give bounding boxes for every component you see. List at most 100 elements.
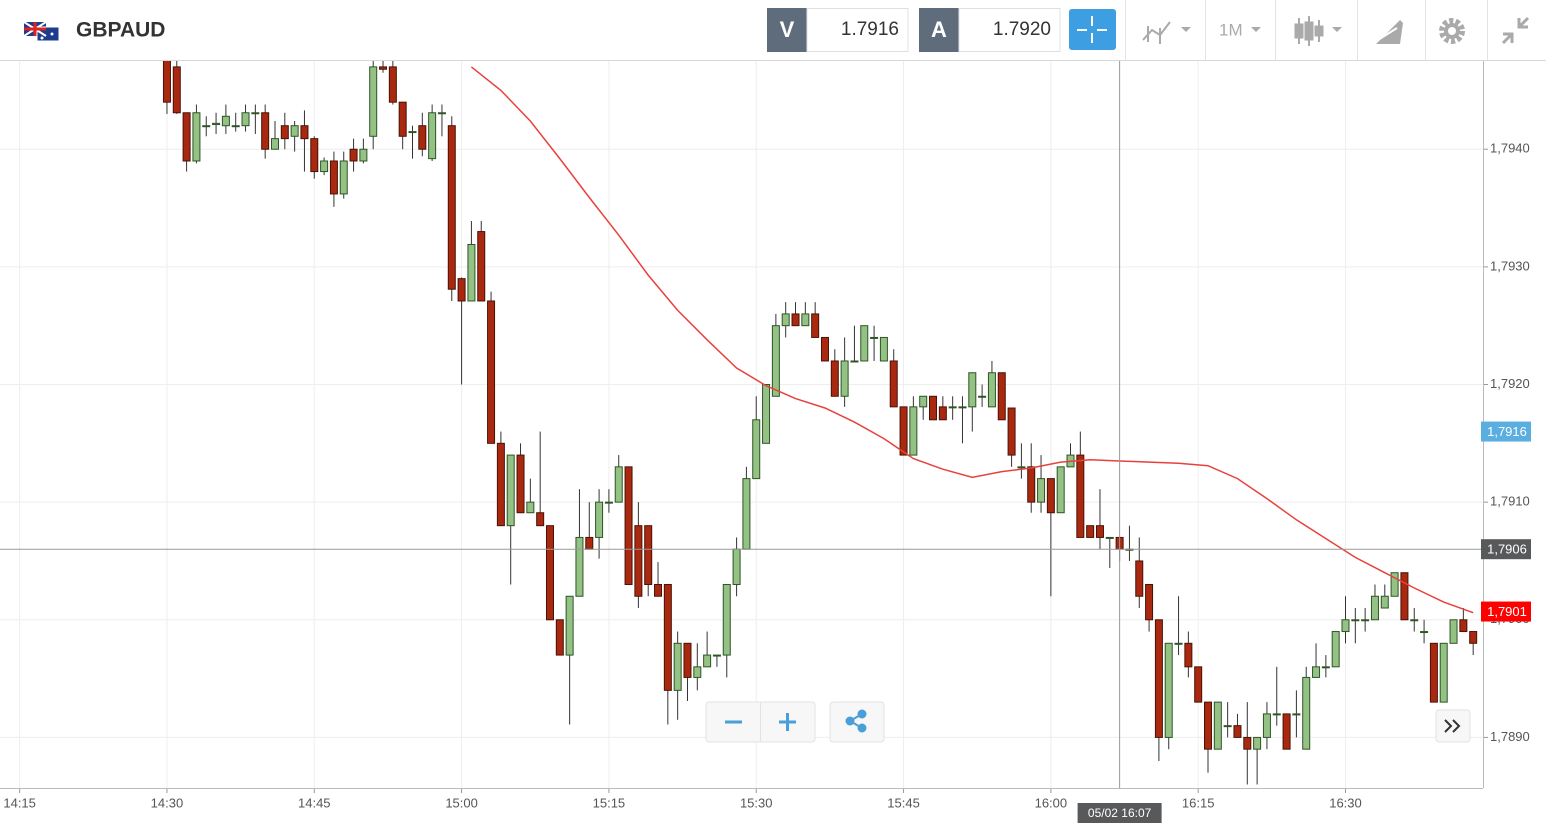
candle-body [1243,736,1252,750]
indicators-button[interactable] [1294,16,1342,46]
bid-box [806,8,909,52]
bid-button[interactable] [767,8,807,52]
price-tag-label: 1,7916 [1487,424,1527,439]
crosshair-x-tag [1077,803,1162,823]
candle-body [408,131,417,134]
candle-body [290,125,299,137]
candle-body [673,642,682,691]
candle-body [536,512,545,527]
crosshair-x-label: 05/02 16:07 [1088,806,1152,820]
candle-body [545,525,554,621]
crosshair-button[interactable] [1069,9,1116,50]
zoom-in[interactable] [779,713,796,731]
collapse-button[interactable] [1501,16,1530,45]
ask-box [958,8,1061,52]
x-tick-label: 15:15 [593,795,626,810]
candle-body [1312,666,1321,678]
candle-body [1145,583,1154,621]
y-tick-label: 1,7910 [1490,494,1530,509]
flag-icon [23,21,60,42]
candle-body [654,583,663,597]
axes: 1,78901,79001,79101,79201,79301,794014:1… [0,61,1531,823]
candle-body [1331,631,1340,668]
candle-body [1429,642,1438,703]
candle-body [820,336,829,362]
y-tick-label: 1,7940 [1490,141,1530,156]
candle-body [781,313,790,327]
candle-body [1439,642,1448,703]
candle-body [624,466,633,585]
candle-body [1076,454,1085,538]
candle-body [703,654,712,668]
candle-body [428,112,437,160]
candle-body [762,384,771,444]
candle-body [1105,536,1114,539]
candle-body [516,454,525,514]
candle-body [1449,619,1458,644]
candle-body [1194,666,1203,703]
candle-body [192,112,201,162]
candle-body [1459,619,1468,633]
candle-body [752,419,761,480]
candle-body [270,138,279,150]
candle-body [1282,713,1291,750]
candle-body [369,66,378,137]
candle-body [221,115,230,127]
bid-price: 1.7916 [841,19,899,40]
candle-body [1213,701,1222,750]
chart-type-button[interactable] [1142,21,1191,44]
ask-button[interactable] [919,8,959,52]
candle-body [997,372,1006,421]
candle-body [1056,466,1065,514]
candle-body [310,138,319,173]
share-button[interactable] [829,701,885,743]
x-tick-label: 16:30 [1329,795,1362,810]
candle-body [506,454,515,527]
candle-body [1262,713,1271,738]
price-tag-label: 1,7901 [1487,604,1527,619]
draw-button[interactable] [1376,20,1403,44]
candle-body [1164,642,1173,738]
candle-body [811,313,820,338]
candle-body [398,101,407,137]
candle-body [870,336,879,339]
candle-body [1420,631,1429,634]
candle-body [1154,619,1163,738]
candle-body [1223,725,1232,728]
candle-body [585,536,594,550]
candle-body [938,406,947,421]
y-tick-label: 1,7890 [1490,729,1530,744]
timeframe-button[interactable]: 1M [1219,20,1261,39]
candle-body [1184,642,1193,668]
y-tick-label: 1,7920 [1490,376,1530,391]
candle-body [1410,619,1419,622]
scroll-latest-button[interactable] [1435,709,1471,743]
timeframe: 1M [1219,20,1243,39]
candle-body [801,313,810,327]
candle-body [683,642,692,678]
candle-body [693,666,702,678]
candle-body [1292,713,1301,716]
price-tag [1481,421,1531,442]
candle-body [987,372,996,408]
y-tick-label: 1,7930 [1490,258,1530,273]
candle-body [1174,642,1183,645]
candle-body [850,360,859,363]
candle-body [644,525,653,585]
candle-body [840,360,849,397]
moving-average-line [470,66,1474,614]
candle-body [1017,466,1026,469]
candle-body [1469,631,1478,644]
candle-body [1037,478,1046,503]
candle-body [467,244,476,302]
settings-button[interactable] [1439,18,1465,44]
candle-body [1204,701,1213,750]
ask-price: 1.7920 [993,19,1051,40]
x-tick-label: 15:30 [740,795,773,810]
candle-body [722,583,731,656]
candle-body [860,325,869,362]
candle-body [437,112,446,115]
header-dividers [1125,0,1488,60]
